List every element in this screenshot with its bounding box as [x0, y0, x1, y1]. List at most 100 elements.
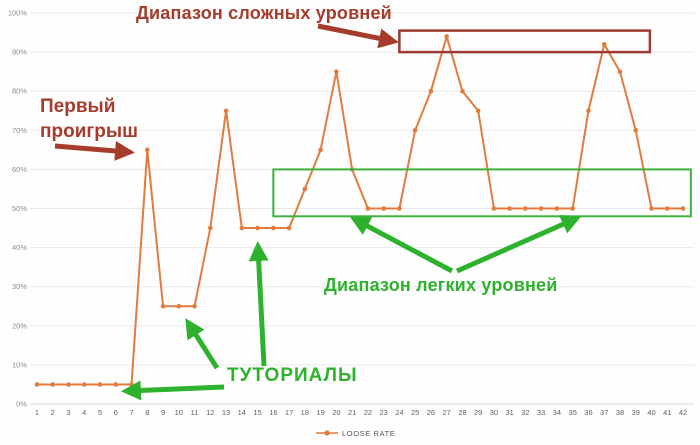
tutorials-label: ТУТОРИАЛЫ — [227, 365, 358, 386]
arrow-to-hard-range — [317, 23, 399, 49]
x-tick-label: 25 — [411, 408, 419, 417]
y-tick-label: 100% — [8, 9, 28, 18]
x-tick-label: 11 — [191, 408, 199, 417]
data-point — [286, 225, 292, 231]
y-axis-labels: 0% 10% 20% 30% 40% 50% 60% 70% 80% 90% 100% — [8, 9, 28, 409]
data-point — [144, 147, 150, 153]
x-tick-label: 5 — [98, 408, 102, 417]
data-point — [302, 186, 308, 192]
x-tick-label: 39 — [632, 408, 640, 417]
x-tick-label: 13 — [222, 408, 230, 417]
data-point — [444, 34, 449, 39]
data-point — [97, 382, 103, 387]
x-tick-label: 26 — [427, 408, 435, 417]
x-tick-label: 41 — [663, 408, 671, 417]
x-tick-label: 9 — [161, 408, 165, 417]
data-point — [113, 382, 119, 387]
data-point — [365, 206, 371, 211]
data-points — [34, 34, 686, 387]
x-tick-label: 15 — [253, 408, 261, 417]
x-axis-labels: 1 2 3 4 5 6 7 8 9 10 11 12 13 14 15 16 17 18 19 20 21 22 23 24 2… — [35, 408, 687, 417]
data-point — [318, 147, 323, 153]
x-tick-label: 38 — [616, 408, 624, 417]
data-point — [66, 382, 71, 387]
arrow-easy-range-right — [455, 215, 582, 274]
data-point — [412, 128, 418, 133]
data-point — [586, 108, 591, 114]
x-tick-label: 16 — [269, 408, 277, 417]
data-point — [129, 382, 134, 387]
x-tick-label: 27 — [442, 408, 450, 417]
y-tick-label: 90% — [12, 48, 27, 57]
x-tick-label: 1 — [35, 408, 39, 417]
y-tick-label: 40% — [12, 243, 27, 252]
x-tick-label: 34 — [553, 408, 561, 417]
x-tick-label: 4 — [82, 408, 86, 417]
data-point — [271, 225, 276, 231]
x-tick-label: 36 — [584, 408, 592, 417]
legend-marker-dot — [324, 430, 330, 436]
x-tick-label: 24 — [395, 408, 403, 417]
x-tick-label: 22 — [364, 408, 372, 417]
data-point — [617, 69, 623, 74]
x-tick-label: 3 — [66, 408, 70, 417]
data-point — [160, 303, 166, 309]
x-tick-label: 28 — [458, 408, 466, 417]
arrow-first-loss — [54, 140, 135, 161]
data-point — [381, 206, 386, 211]
data-point — [34, 382, 40, 387]
x-tick-label: 32 — [521, 408, 529, 417]
data-point — [475, 108, 481, 114]
data-point — [192, 303, 197, 309]
x-tick-label: 35 — [569, 408, 577, 417]
x-tick-label: 7 — [129, 408, 133, 417]
legend-label: LOOSE RATE — [342, 429, 395, 438]
data-point — [397, 206, 402, 211]
hard-levels-range-label: Диапазон сложных уровней — [136, 3, 392, 23]
data-point — [491, 206, 497, 211]
easy-levels-range-label: Диапазон легких уровней — [324, 275, 558, 295]
data-point — [570, 206, 576, 211]
x-tick-label: 14 — [238, 408, 246, 417]
data-point — [507, 206, 512, 211]
data-point — [649, 206, 654, 211]
data-point — [239, 225, 245, 231]
arrow-tutorials-levels-1-7 — [121, 380, 225, 401]
data-point — [538, 206, 544, 211]
y-tick-label: 0% — [16, 400, 27, 409]
x-tick-label: 19 — [316, 408, 324, 417]
x-tick-label: 30 — [490, 408, 498, 417]
x-tick-label: 12 — [206, 408, 214, 417]
x-tick-label: 23 — [379, 408, 387, 417]
y-tick-label: 70% — [12, 126, 27, 135]
x-tick-label: 20 — [332, 408, 340, 417]
data-point — [680, 206, 686, 211]
x-tick-label: 29 — [474, 408, 482, 417]
data-point — [255, 225, 260, 231]
data-point — [223, 108, 229, 114]
data-point — [523, 206, 528, 211]
data-point — [664, 206, 670, 211]
y-tick-label: 10% — [12, 360, 27, 369]
x-tick-label: 17 — [285, 408, 293, 417]
x-tick-label: 18 — [301, 408, 309, 417]
x-tick-label: 31 — [506, 408, 514, 417]
x-tick-label: 37 — [600, 408, 608, 417]
easy-levels-box — [272, 168, 692, 218]
y-tick-label: 50% — [12, 204, 27, 213]
data-point — [50, 382, 56, 387]
x-tick-label: 6 — [114, 408, 118, 417]
data-point — [601, 41, 607, 47]
hard-levels-box — [398, 29, 652, 54]
x-tick-label: 42 — [679, 408, 687, 417]
x-tick-label: 8 — [145, 408, 149, 417]
data-point — [176, 303, 182, 309]
data-point — [334, 69, 339, 74]
x-tick-label: 2 — [51, 408, 55, 417]
data-point — [428, 88, 434, 94]
y-tick-label: 60% — [12, 165, 27, 174]
data-point — [208, 225, 213, 231]
first-loss-label: Первый проигрыш — [40, 96, 138, 142]
y-tick-label: 30% — [12, 282, 27, 291]
